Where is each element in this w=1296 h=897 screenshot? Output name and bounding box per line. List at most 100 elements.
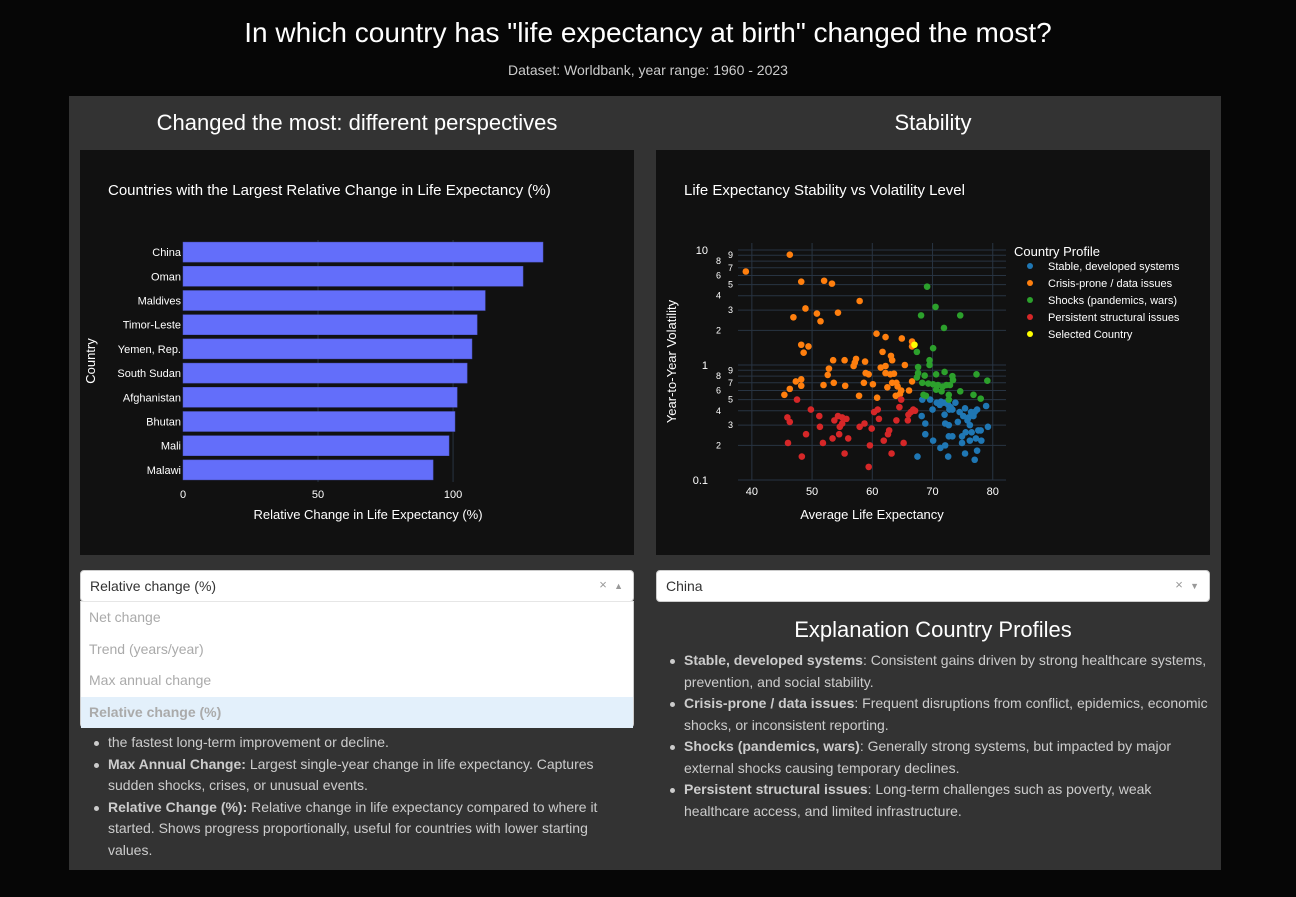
x-tick-label: 80 [987,486,999,498]
point-crisis-prone-data-issues [856,297,863,305]
y-tick-label: Yemen, Rep. [118,344,181,356]
point-persistent-structural-issues [844,435,852,442]
point-crisis-prone-data-issues [905,387,913,394]
point-persistent-structural-issues [784,439,792,447]
legend-marker [1027,314,1033,320]
list-item-text: : Consistent gains driven by strong heal… [684,652,1207,690]
point-crisis-prone-data-issues [829,356,837,364]
metric-explanation-list: the fastest long-term improvement or dec… [92,732,622,861]
point-persistent-structural-issues [911,407,919,415]
clear-icon[interactable]: × [1175,577,1183,592]
point-shocks-pandemics-wars [970,391,977,399]
point-persistent-structural-issues [816,412,823,420]
point-persistent-structural-issues [841,450,848,457]
bar-afghanistan [182,387,458,408]
x-tick-label: 70 [926,486,938,498]
right-column-title: Stability [894,110,972,135]
point-crisis-prone-data-issues [890,370,898,377]
y-tick-label: 5 [728,395,733,405]
point-stable-developed-systems [973,447,981,454]
list-item-text: : Generally strong systems, but impacted… [684,738,1172,776]
point-stable-developed-systems [973,406,981,413]
scatter-chart-container: Life Expectancy Stability vs Volatility … [656,150,1210,555]
bar-chart[interactable]: Countries with the Largest Relative Chan… [80,150,634,555]
point-stable-developed-systems [952,399,959,407]
bar-yemen-rep- [182,338,473,360]
point-persistent-structural-issues [880,437,888,444]
chevron-up-icon[interactable]: ▲ [614,581,623,591]
bar-oman [182,266,524,287]
point-stable-developed-systems [974,427,982,434]
x-axis-label: Average Life Expectancy [800,507,944,522]
point-crisis-prone-data-issues [873,330,880,338]
y-tick-label: Timor-Leste [123,320,181,332]
clear-icon[interactable]: × [599,577,607,592]
country-dropdown[interactable]: China × ▼ [656,570,1210,602]
point-shocks-pandemics-wars [938,388,945,395]
list-item-text: the fastest long-term improvement or dec… [108,734,389,750]
legend-marker [1027,280,1033,286]
x-tick-label: 50 [312,489,324,501]
point-stable-developed-systems [954,418,962,426]
point-persistent-structural-issues [896,403,903,411]
y-tick-label: 7 [728,378,733,388]
dropdown-option-trend[interactable]: Trend (years/year) [89,640,204,657]
list-item: Max Annual Change: Largest single-year c… [92,754,622,797]
metric-dropdown[interactable]: Relative change (%) × ▲ [80,570,634,602]
point-crisis-prone-data-issues [781,391,788,399]
dropdown-option-max-annual-change[interactable]: Max annual change [89,672,212,688]
dropdown-option-relative-change[interactable]: Relative change (%) [81,696,633,728]
explanation-title: Explanation Country Profiles [794,617,1072,642]
x-axis-label: Relative Change in Life Expectancy (%) [253,507,482,522]
point-stable-developed-systems [978,437,985,444]
point-shocks-pandemics-wars [913,348,921,356]
list-item-text: Largest single-year change in life expec… [108,755,594,794]
point-stable-developed-systems [918,412,925,420]
point-persistent-structural-issues [893,417,900,424]
x-tick-label: 50 [806,486,818,498]
x-tick-label: 40 [746,486,758,498]
point-selected-country [911,341,918,349]
y-tick-label: 9 [728,250,733,260]
point-crisis-prone-data-issues [797,376,805,383]
point-shocks-pandemics-wars [923,283,931,290]
point-crisis-prone-data-issues [825,365,833,372]
point-stable-developed-systems [964,417,971,424]
y-tick-label: 7 [728,263,733,273]
bar-chart-container: Countries with the Largest Relative Chan… [80,150,634,555]
point-persistent-structural-issues [807,406,815,413]
list-item: Relative Change (%): Relative change in … [92,797,622,862]
y-tick-label: 5 [728,280,733,290]
y-tick-label: 6 [716,270,721,280]
point-shocks-pandemics-wars [921,372,928,379]
point-persistent-structural-issues [888,450,895,457]
chevron-down-icon[interactable]: ▼ [1190,581,1199,591]
point-stable-developed-systems [972,435,980,442]
point-stable-developed-systems [944,453,952,460]
point-shocks-pandemics-wars [949,376,957,384]
point-persistent-structural-issues [843,415,850,423]
y-tick-label: 0.1 [693,475,708,487]
point-crisis-prone-data-issues [865,370,872,378]
point-crisis-prone-data-issues [790,313,797,321]
point-shocks-pandemics-wars [956,388,964,395]
y-tick-label: 9 [728,365,733,375]
point-crisis-prone-data-issues [884,383,891,391]
point-crisis-prone-data-issues [882,362,889,370]
point-persistent-structural-issues [816,423,824,431]
point-stable-developed-systems [961,450,969,457]
bar-malawi [182,459,434,481]
x-tick-label: 0 [180,489,186,501]
profile-explanation-list: Stable, developed systems: Consistent ga… [668,650,1216,822]
point-stable-developed-systems [961,405,969,412]
point-crisis-prone-data-issues [898,335,906,342]
point-stable-developed-systems [970,412,977,420]
y-axis-label: Year-to-Year Volatility [664,299,679,423]
dropdown-option-net-change[interactable]: Net change [89,609,161,625]
point-crisis-prone-data-issues [824,371,832,379]
point-stable-developed-systems [984,423,992,431]
point-shocks-pandemics-wars [917,312,925,319]
scatter-chart[interactable]: Life Expectancy Stability vs Volatility … [656,150,1210,555]
x-tick-label: 60 [866,486,878,498]
list-item-term: Persistent structural issues [684,781,868,797]
